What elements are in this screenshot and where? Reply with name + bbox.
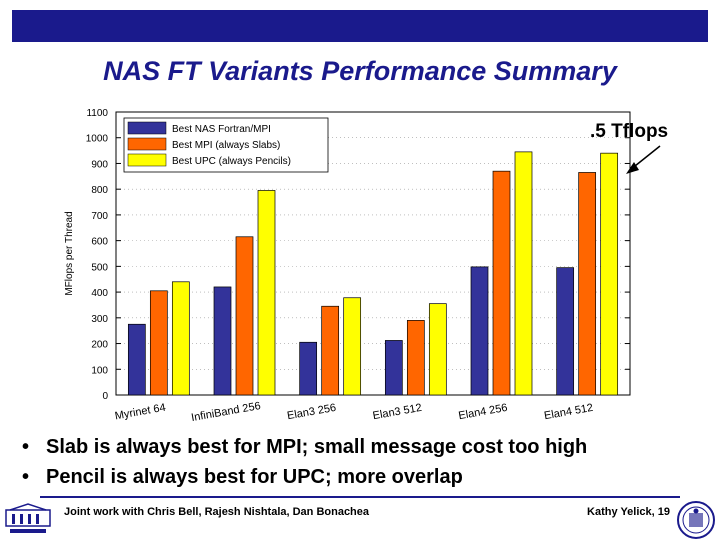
y-tick-label: 300 [91, 314, 108, 325]
legend-swatch [127, 121, 167, 135]
y-tick-label: 400 [91, 288, 108, 299]
y-tick-label: 1100 [86, 108, 108, 119]
legend-label: Best MPI (always Slabs) [172, 140, 280, 151]
bar [492, 170, 511, 396]
bar [600, 152, 619, 396]
bar [406, 320, 425, 396]
x-tick-label: Elan4 512 [543, 402, 594, 422]
bullet-text: Pencil is always best for UPC; more over… [46, 466, 463, 488]
bar [578, 172, 597, 396]
berkeley-lab-logo-icon [5, 503, 51, 533]
bullet-dot: • [22, 466, 30, 488]
x-tick-label: Elan4 256 [458, 402, 509, 422]
bar [384, 340, 403, 396]
legend-label: Best UPC (always Pencils) [172, 156, 291, 167]
university-seal-icon [677, 501, 715, 539]
y-tick-label: 500 [91, 262, 108, 273]
footer-credits: Joint work with Chris Bell, Rajesh Nisht… [64, 506, 370, 518]
bar [299, 341, 318, 396]
y-tick-label: 600 [91, 237, 108, 248]
top-banner [12, 10, 708, 42]
bullet-list: • Slab is always best for MPI; small mess… [18, 432, 708, 492]
y-tick-label: 800 [91, 185, 108, 196]
x-tick-label: Elan3 256 [286, 402, 337, 422]
bar [171, 281, 190, 396]
bullet-dot: • [22, 436, 30, 458]
x-tick-label: Elan3 512 [372, 402, 423, 422]
y-tick-label: 100 [91, 365, 108, 376]
legend-swatch [127, 153, 167, 167]
bar [514, 151, 533, 396]
bar [343, 297, 362, 396]
annotation-arrow-head [626, 162, 639, 174]
bar [470, 266, 489, 396]
y-tick-label: 700 [91, 211, 108, 222]
legend-swatch [127, 137, 167, 151]
bullet-item: • Slab is always best for MPI; small mess… [18, 432, 708, 462]
bar [213, 286, 232, 396]
footer-rule [40, 496, 680, 498]
bar [235, 236, 254, 396]
bullet-item: • Pencil is always best for UPC; more ove… [18, 462, 708, 492]
x-tick-label: Myrinet 64 [114, 402, 167, 423]
bar [556, 267, 575, 396]
y-tick-label: 200 [91, 340, 108, 351]
x-tick-label: InfiniBand 256 [190, 400, 261, 424]
footer-author: Kathy Yelick, 19 [587, 506, 670, 518]
bar [127, 323, 146, 396]
bar [321, 305, 340, 396]
bar [149, 290, 168, 396]
y-tick-label: 900 [91, 159, 108, 170]
y-tick-label: 1000 [86, 134, 109, 145]
bar-chart: 0 100 200 300 400 500 600 700 800 900 1000 1100 MFlo… [64, 108, 668, 424]
bar [428, 303, 447, 396]
y-tick-label: 0 [102, 391, 108, 402]
annotation-label: .5 Tflops [590, 121, 668, 142]
bullet-text: Slab is always best for MPI; small messa… [46, 436, 588, 458]
legend-label: Best NAS Fortran/MPI [172, 124, 271, 135]
bar [257, 190, 276, 396]
y-axis-label: MFlops per Thread [64, 211, 75, 295]
slide-title: NAS FT Variants Performance Summary [103, 56, 617, 86]
